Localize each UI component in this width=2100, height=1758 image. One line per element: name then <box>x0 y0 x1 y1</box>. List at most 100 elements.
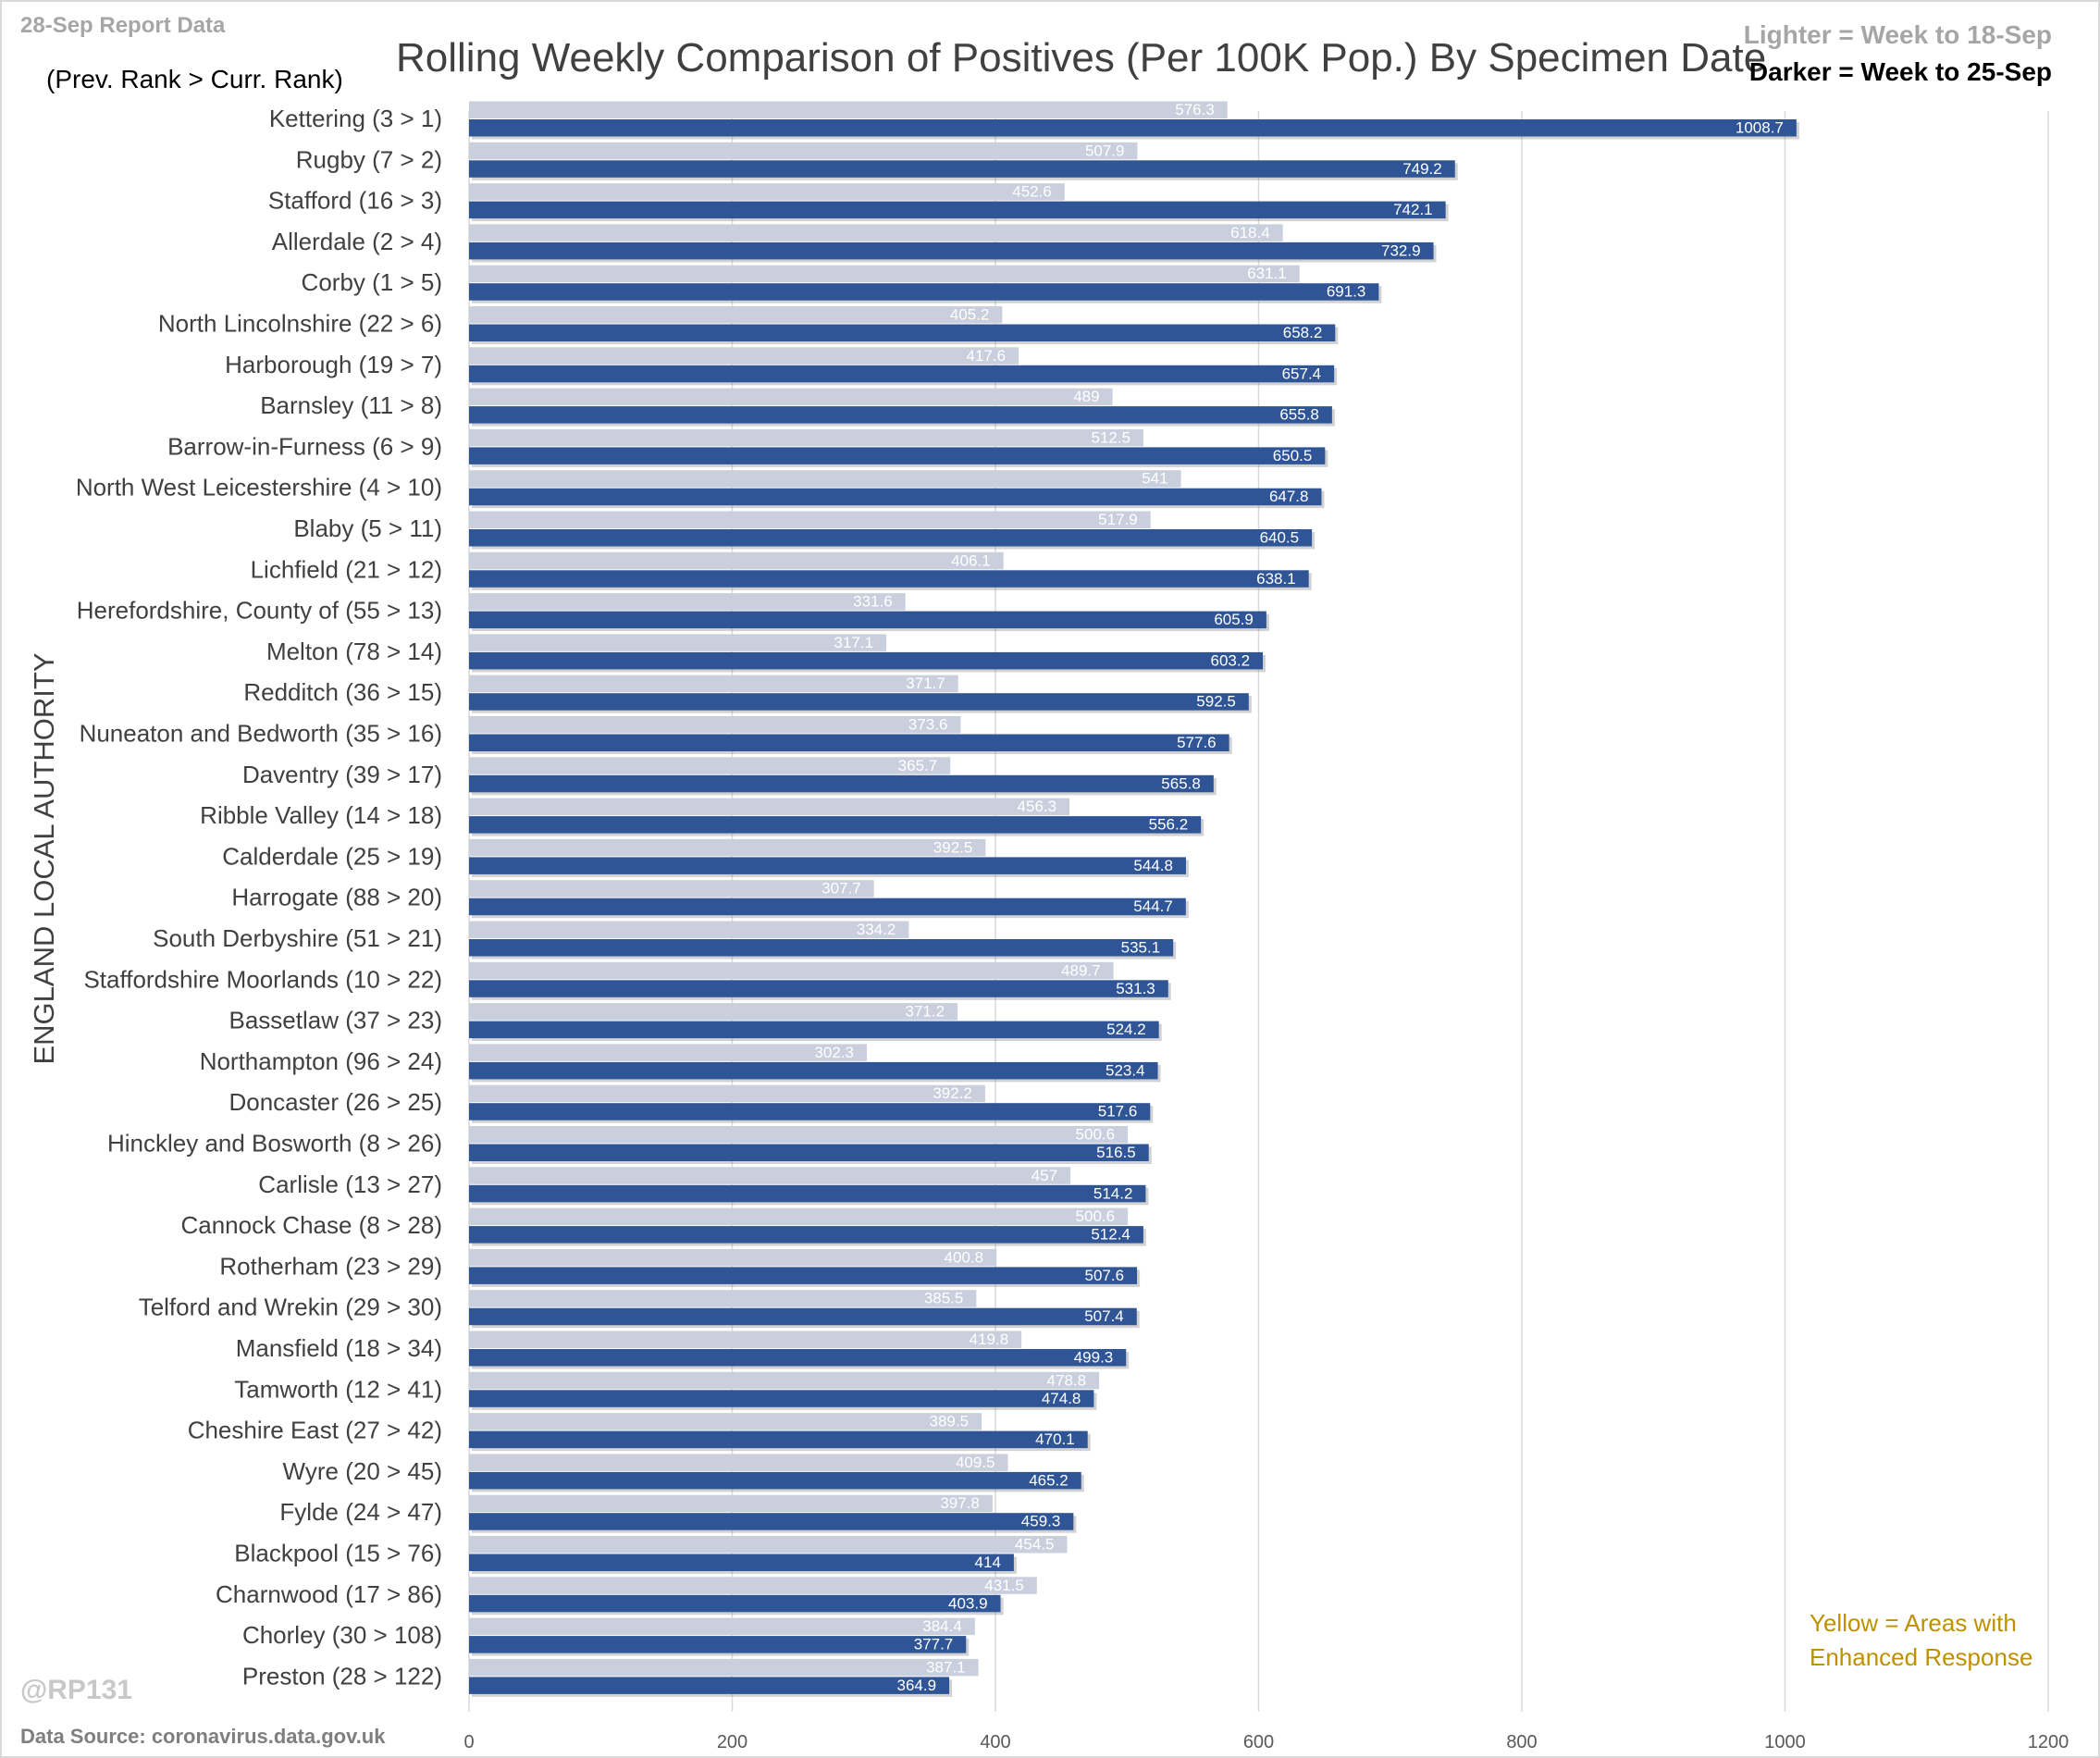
bar-current-week <box>469 160 1455 178</box>
category-label: Fylde (24 > 47) <box>279 1498 442 1526</box>
bar-current-week <box>469 1349 1127 1367</box>
rank-note: (Prev. Rank > Curr. Rank) <box>46 65 343 93</box>
category-label: North West Leicestershire (4 > 10) <box>76 474 442 501</box>
data-label-previous-week: 489.7 <box>1061 961 1101 979</box>
bar-current-week <box>469 1594 1001 1613</box>
report-label: 28-Sep Report Data <box>20 13 226 38</box>
data-label-current-week: 535.1 <box>1121 939 1161 957</box>
data-label-previous-week: 409.5 <box>956 1454 995 1471</box>
data-label-current-week: 499.3 <box>1074 1349 1114 1367</box>
category-label: Stafford (16 > 3) <box>268 187 442 215</box>
data-label-previous-week: 576.3 <box>1175 101 1215 118</box>
data-label-previous-week: 512.5 <box>1091 428 1130 446</box>
data-label-previous-week: 387.1 <box>926 1658 966 1676</box>
bar-previous-week <box>469 1658 979 1677</box>
bar-previous-week <box>469 1371 1100 1390</box>
bar-previous-week <box>469 1126 1129 1144</box>
data-label-previous-week: 406.1 <box>951 551 991 569</box>
x-tick-label: 400 <box>980 1732 1010 1752</box>
bar-current-week <box>469 1390 1094 1407</box>
data-label-previous-week: 317.1 <box>834 634 874 651</box>
data-label-previous-week: 331.6 <box>853 593 893 611</box>
category-label: Charnwood (17 > 86) <box>216 1580 442 1608</box>
data-label-current-week: 507.4 <box>1084 1307 1124 1325</box>
data-label-previous-week: 417.6 <box>966 347 1006 365</box>
data-label-current-week: 414 <box>975 1554 1001 1571</box>
x-tick-label: 800 <box>1506 1732 1537 1752</box>
bar-previous-week <box>469 1617 975 1636</box>
bar-current-week <box>469 1267 1138 1284</box>
bar-previous-week <box>469 428 1144 447</box>
data-label-previous-week: 385.5 <box>924 1290 964 1307</box>
data-label-previous-week: 373.6 <box>908 716 948 734</box>
bar-current-week <box>469 939 1174 957</box>
data-source: Data Source: coronavirus.data.gov.uk <box>20 1725 386 1748</box>
category-label: South Derbyshire (51 > 21) <box>153 924 442 952</box>
category-label: North Lincolnshire (22 > 6) <box>158 310 442 338</box>
bar-previous-week <box>469 1003 958 1021</box>
data-label-current-week: 364.9 <box>897 1677 937 1694</box>
bar-previous-week <box>469 1167 1071 1184</box>
data-label-current-week: 403.9 <box>948 1594 988 1612</box>
bar-current-week <box>469 774 1214 793</box>
category-label: Blackpool (15 > 76) <box>234 1540 442 1567</box>
category-label: Barnsley (11 > 8) <box>260 391 442 419</box>
category-label: Rugby (7 > 2) <box>296 145 442 173</box>
data-label-current-week: 565.8 <box>1161 774 1201 792</box>
category-label: Harrogate (88 > 20) <box>231 884 442 911</box>
enhanced-response-note: Yellow = Areas with Enhanced Response <box>1810 1609 2033 1671</box>
data-label-current-week: 732.9 <box>1381 241 1421 259</box>
data-label-current-week: 605.9 <box>1214 611 1254 628</box>
data-label-current-week: 691.3 <box>1327 283 1366 301</box>
bar-current-week <box>469 529 1313 547</box>
bar-current-week <box>469 447 1326 464</box>
category-label: Herefordshire, County of (55 > 13) <box>77 597 442 625</box>
category-label: Bassetlaw (37 > 23) <box>229 1007 442 1034</box>
category-label: Mansfield (18 > 34) <box>236 1334 442 1362</box>
bar-current-week <box>469 1061 1158 1080</box>
bar-previous-week <box>469 142 1138 160</box>
bar-previous-week <box>469 1536 1068 1554</box>
data-label-current-week: 377.7 <box>914 1636 954 1653</box>
bar-current-week <box>469 1554 1014 1571</box>
data-label-current-week: 465.2 <box>1029 1471 1069 1489</box>
data-label-previous-week: 389.5 <box>930 1413 970 1430</box>
data-label-current-week: 658.2 <box>1283 324 1323 341</box>
bar-current-week <box>469 651 1264 670</box>
bar-previous-week <box>469 347 1019 365</box>
bar-current-week <box>469 324 1336 341</box>
legend-entry-previous-week: Lighter = Week to 18-Sep <box>1743 20 2052 49</box>
data-label-previous-week: 457 <box>1031 1167 1057 1184</box>
data-label-previous-week: 456.3 <box>1018 798 1057 815</box>
data-label-current-week: 650.5 <box>1273 447 1313 464</box>
bar-previous-week <box>469 838 986 857</box>
bar-current-week <box>469 1513 1074 1530</box>
bar-previous-week <box>469 101 1228 118</box>
category-label: Harborough (19 > 7) <box>225 351 442 378</box>
data-label-current-week: 742.1 <box>1393 201 1433 218</box>
x-tick-label: 0 <box>463 1732 474 1752</box>
bar-current-week <box>469 283 1379 301</box>
category-label: Ribble Valley (14 > 18) <box>200 801 442 829</box>
bar-current-week <box>469 365 1335 383</box>
bar-current-week <box>469 611 1266 629</box>
data-label-previous-week: 489 <box>1073 388 1099 405</box>
bar-previous-week <box>469 224 1283 241</box>
bar-previous-week <box>469 1290 977 1307</box>
bar-previous-week <box>469 757 951 774</box>
bar-previous-week <box>469 1413 982 1430</box>
category-label: Northampton (96 > 24) <box>200 1047 442 1075</box>
bar-current-week <box>469 406 1332 424</box>
data-label-previous-week: 507.9 <box>1085 142 1125 159</box>
category-label: Redditch (36 > 15) <box>243 678 442 706</box>
x-tick-label: 1000 <box>1764 1732 1806 1752</box>
category-label: Wyre (20 > 45) <box>283 1457 442 1485</box>
bar-current-week <box>469 734 1229 751</box>
data-label-previous-week: 334.2 <box>857 921 896 938</box>
data-label-current-week: 544.7 <box>1133 898 1173 915</box>
category-label: Daventry (39 > 17) <box>242 761 442 788</box>
data-label-current-week: 657.4 <box>1282 365 1322 382</box>
bar-previous-week <box>469 183 1065 201</box>
x-tick-label: 600 <box>1243 1732 1274 1752</box>
